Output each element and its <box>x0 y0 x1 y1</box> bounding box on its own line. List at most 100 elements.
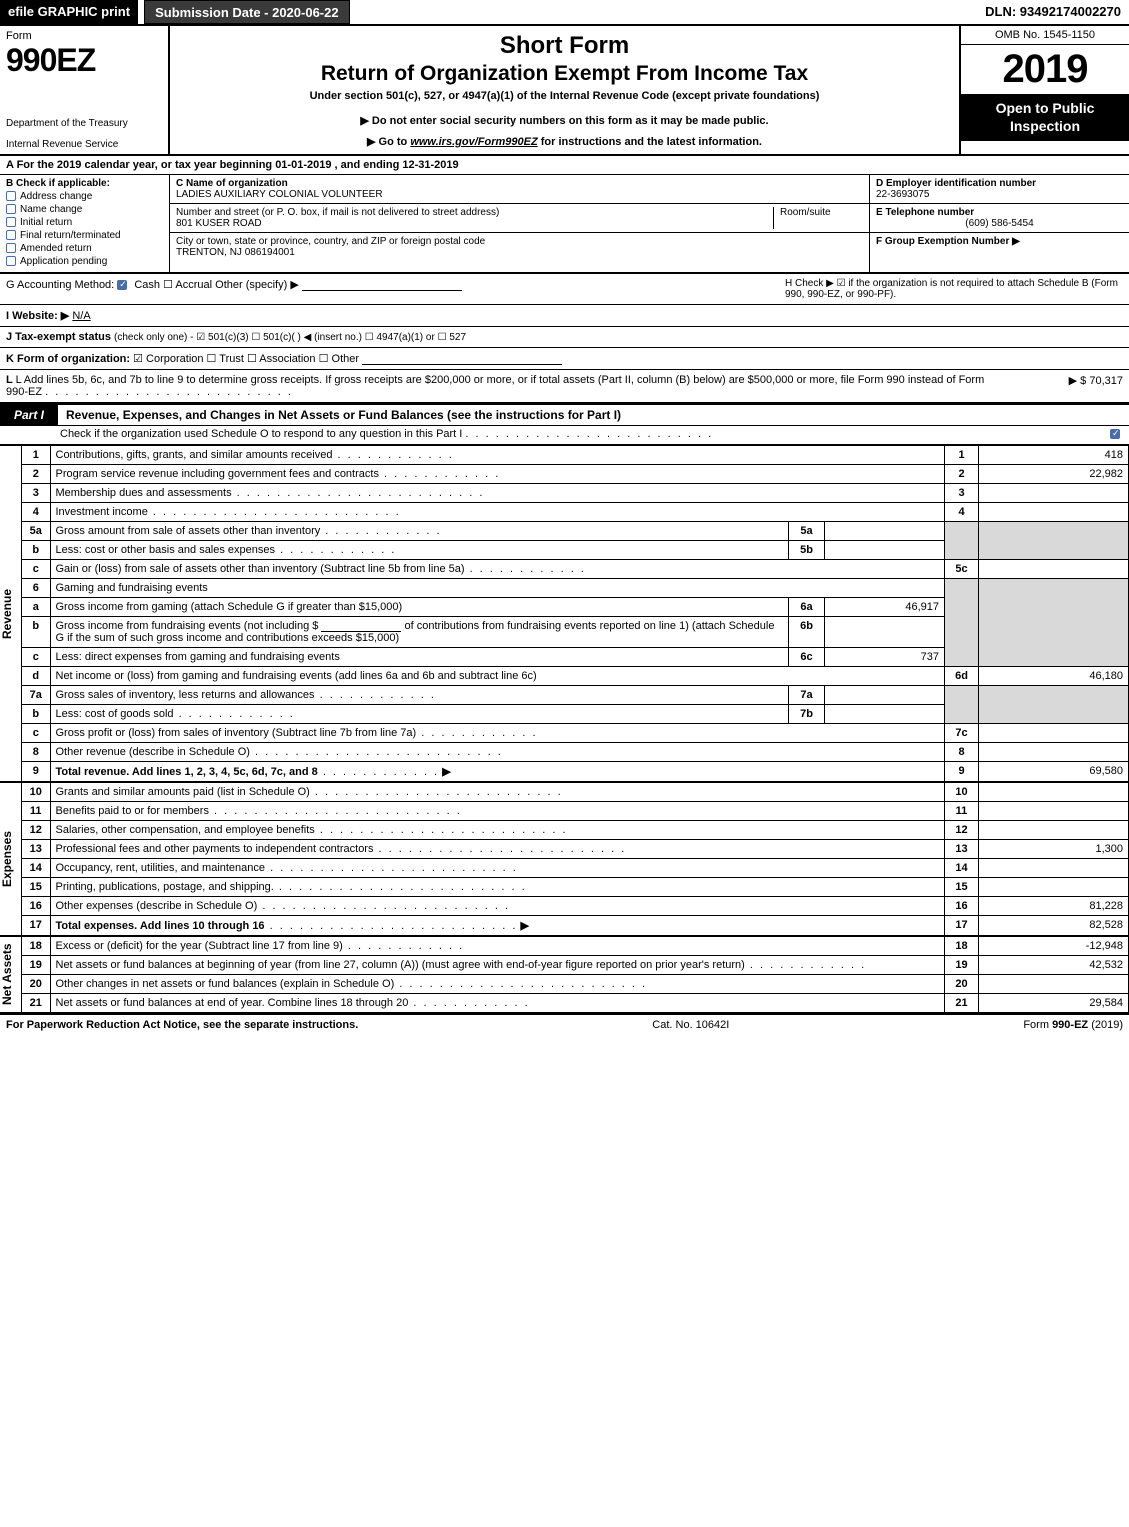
opt-application-pending: Application pending <box>20 256 107 267</box>
opt-address-change: Address change <box>20 191 92 202</box>
c-street-label: Number and street (or P. O. box, if mail… <box>176 207 773 218</box>
line-11-num: 11 <box>22 802 50 821</box>
line-7c-box: 7c <box>945 724 979 743</box>
page-footer: For Paperwork Reduction Act Notice, see … <box>0 1015 1129 1035</box>
irs-link[interactable]: www.irs.gov/Form990EZ <box>410 136 537 148</box>
k-rest: ☑ Corporation ☐ Trust ☐ Association ☐ Ot… <box>133 353 359 365</box>
line-5a-sub: 5a <box>789 522 825 541</box>
line-11-box: 11 <box>945 802 979 821</box>
line-7a-num: 7a <box>22 686 50 705</box>
revenue-section: Revenue 1 Contributions, gifts, grants, … <box>0 445 1129 782</box>
line-16: 16 Other expenses (describe in Schedule … <box>22 897 1129 916</box>
line-10-box: 10 <box>945 783 979 802</box>
line-20: 20 Other changes in net assets or fund b… <box>22 975 1129 994</box>
line-7b-num: b <box>22 705 50 724</box>
open-to-public-badge: Open to Public Inspection <box>961 94 1129 141</box>
footer-form-year: (2019) <box>1091 1019 1123 1031</box>
checkbox-name-change[interactable] <box>6 204 16 214</box>
line-17-box: 17 <box>945 916 979 936</box>
line-7c-amt <box>979 724 1129 743</box>
row-j: J Tax-exempt status (check only one) - ☑… <box>0 327 1129 348</box>
checkbox-schedule-o-part1[interactable] <box>1110 429 1120 439</box>
dots <box>45 386 293 398</box>
checkbox-initial-return[interactable] <box>6 217 16 227</box>
line-10: 10 Grants and similar amounts paid (list… <box>22 783 1129 802</box>
goto-instructions: ▶ Go to www.irs.gov/Form990EZ for instru… <box>180 135 949 148</box>
line-18-amt: -12,948 <box>979 937 1129 956</box>
line-6c-sub: 6c <box>789 648 825 667</box>
line-9-num: 9 <box>22 762 50 782</box>
dept-irs: Internal Revenue Service <box>6 139 162 150</box>
submission-date-badge: Submission Date - 2020-06-22 <box>144 0 350 24</box>
c-city-value: TRENTON, NJ 086194001 <box>176 247 863 258</box>
title-return: Return of Organization Exempt From Incom… <box>180 62 949 86</box>
line-13: 13 Professional fees and other payments … <box>22 840 1129 859</box>
line-4-box: 4 <box>945 503 979 522</box>
line-5a-text: Gross amount from sale of assets other t… <box>56 525 321 537</box>
line-5a-subamt <box>825 522 945 541</box>
opt-initial-return: Initial return <box>20 217 72 228</box>
checkbox-final-return[interactable] <box>6 230 16 240</box>
line-10-amt <box>979 783 1129 802</box>
line-6b-text-a: Gross income from fundraising events (no… <box>56 620 319 632</box>
line-3-text: Membership dues and assessments <box>56 487 232 499</box>
line-1-num: 1 <box>22 446 50 465</box>
checkbox-application-pending[interactable] <box>6 256 16 266</box>
line-9-amt: 69,580 <box>979 762 1129 782</box>
line-5a-num: 5a <box>22 522 50 541</box>
line-5c-num: c <box>22 560 50 579</box>
line-19-text: Net assets or fund balances at beginning… <box>56 959 745 971</box>
subtitle-under-section: Under section 501(c), 527, or 4947(a)(1)… <box>180 90 949 102</box>
line-17-amt: 82,528 <box>979 916 1129 936</box>
g-other-specify-input[interactable] <box>302 279 462 291</box>
form-header: Form 990EZ Department of the Treasury In… <box>0 26 1129 156</box>
row-l: L L Add lines 5b, 6c, and 7b to line 9 t… <box>0 370 1129 404</box>
line-6d-box: 6d <box>945 667 979 686</box>
box-c: C Name of organization LADIES AUXILIARY … <box>170 175 869 272</box>
line-15: 15 Printing, publications, postage, and … <box>22 878 1129 897</box>
line-2: 2 Program service revenue including gove… <box>22 465 1129 484</box>
line-15-box: 15 <box>945 878 979 897</box>
row-k: K Form of organization: ☑ Corporation ☐ … <box>0 348 1129 370</box>
line-6d-amt: 46,180 <box>979 667 1129 686</box>
c-room-label: Room/suite <box>780 207 831 218</box>
dept-treasury: Department of the Treasury <box>6 118 162 129</box>
line-7b-sub: 7b <box>789 705 825 724</box>
c-street-value: 801 KUSER ROAD <box>176 218 773 229</box>
line-18-text: Excess or (deficit) for the year (Subtra… <box>56 940 343 952</box>
checkbox-address-change[interactable] <box>6 191 16 201</box>
line-6a-sub: 6a <box>789 598 825 617</box>
c-name-label: C Name of organization <box>176 178 863 189</box>
line-3-amt <box>979 484 1129 503</box>
efile-print-button[interactable]: efile GRAPHIC print <box>0 0 138 24</box>
line-6c-text: Less: direct expenses from gaming and fu… <box>56 651 340 663</box>
line-14: 14 Occupancy, rent, utilities, and maint… <box>22 859 1129 878</box>
d-ein-value: 22-3693075 <box>876 189 1123 200</box>
checkbox-accounting-cash[interactable] <box>117 280 127 290</box>
line-8-box: 8 <box>945 743 979 762</box>
net-assets-section: Net Assets 18 Excess or (deficit) for th… <box>0 936 1129 1015</box>
line-19: 19 Net assets or fund balances at beginn… <box>22 956 1129 975</box>
line-7c-text: Gross profit or (loss) from sales of inv… <box>56 727 417 739</box>
line-6a-subamt: 46,917 <box>825 598 945 617</box>
line-2-amt: 22,982 <box>979 465 1129 484</box>
arrow-icon: ▶ <box>520 920 528 932</box>
header-left: Form 990EZ Department of the Treasury In… <box>0 26 170 154</box>
part-1-tab: Part I <box>0 405 58 425</box>
line-13-text: Professional fees and other payments to … <box>56 843 374 855</box>
line-14-text: Occupancy, rent, utilities, and maintena… <box>56 862 266 874</box>
line-2-text: Program service revenue including govern… <box>56 468 379 480</box>
line-8-amt <box>979 743 1129 762</box>
do-not-enter-ssn: ▶ Do not enter social security numbers o… <box>180 114 949 127</box>
line-6b-fill-input[interactable] <box>321 620 401 632</box>
k-other-input[interactable] <box>362 353 562 365</box>
h-text: H Check ▶ ☑ if the organization is not r… <box>779 274 1129 304</box>
f-group-label: F Group Exemption Number ▶ <box>876 236 1123 247</box>
box-def: D Employer identification number 22-3693… <box>869 175 1129 272</box>
footer-catno: Cat. No. 10642I <box>652 1019 729 1031</box>
line-12: 12 Salaries, other compensation, and emp… <box>22 821 1129 840</box>
line-18-num: 18 <box>22 937 50 956</box>
line-16-amt: 81,228 <box>979 897 1129 916</box>
checkbox-amended-return[interactable] <box>6 243 16 253</box>
dln-label: DLN: 93492174002270 <box>977 0 1129 24</box>
